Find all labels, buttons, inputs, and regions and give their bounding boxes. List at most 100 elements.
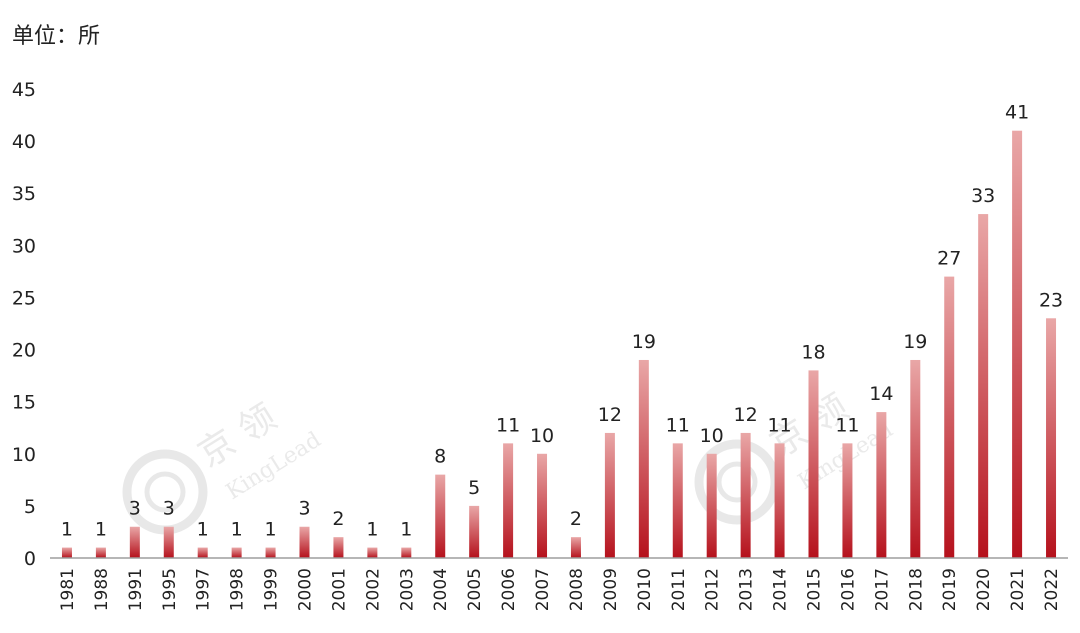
- bar: [876, 412, 887, 558]
- bar: [774, 443, 785, 558]
- bar: [503, 443, 514, 558]
- y-tick-label: 40: [12, 131, 36, 153]
- x-tick-label: 2012: [703, 568, 723, 611]
- data-label: 11: [496, 414, 520, 436]
- x-tick-label: 2021: [1008, 568, 1028, 611]
- x-tick-label: 1999: [262, 568, 282, 611]
- x-tick-label: 1998: [228, 568, 248, 611]
- bars: [61, 130, 1057, 559]
- x-axis: 1981 1988 1991 1995 1997 1998 1999 2000 2001 2002…: [58, 568, 1062, 611]
- watermark-left: 京 领 KingLead: [122, 397, 326, 535]
- x-tick-label: 2005: [465, 568, 485, 611]
- x-tick-label: 2009: [601, 568, 621, 611]
- bar: [163, 526, 174, 558]
- data-label: 1: [231, 519, 243, 541]
- bar: [1046, 318, 1057, 558]
- data-label: 11: [835, 414, 859, 436]
- bar: [604, 432, 615, 558]
- y-tick-label: 10: [12, 444, 36, 466]
- bar: [638, 359, 649, 558]
- y-tick-label: 20: [12, 340, 36, 362]
- bar: [672, 443, 683, 558]
- bar: [469, 505, 480, 558]
- y-tick-label: 45: [12, 79, 36, 101]
- data-label: 1: [400, 519, 412, 541]
- bar: [808, 370, 819, 558]
- y-tick-label: 15: [12, 392, 36, 414]
- bar: [740, 432, 751, 558]
- data-label: 41: [1005, 102, 1029, 124]
- data-label: 2: [332, 508, 344, 530]
- x-tick-label: 2019: [940, 568, 960, 611]
- bar: [333, 537, 344, 558]
- x-tick-label: 1991: [126, 568, 146, 611]
- x-tick-label: 2016: [838, 568, 858, 611]
- x-tick-label: 2008: [567, 568, 587, 611]
- x-tick-label: 2002: [363, 568, 383, 611]
- data-label: 14: [869, 383, 893, 405]
- bar: [197, 547, 208, 558]
- y-tick-label: 5: [24, 496, 36, 518]
- x-tick-label: 2011: [669, 568, 689, 611]
- watermark-right: 京 领 KingLead: [694, 387, 898, 525]
- bar: [231, 547, 242, 558]
- data-label: 5: [468, 477, 480, 499]
- y-axis: 0 5 10 15 20 25 30 35 40 45: [12, 79, 36, 570]
- bar: [944, 276, 955, 558]
- bar: [435, 474, 446, 558]
- data-label: 27: [937, 248, 961, 270]
- x-tick-label: 1988: [92, 568, 112, 611]
- data-label: 1: [197, 519, 209, 541]
- x-tick-label: 2014: [771, 568, 791, 611]
- data-label: 1: [265, 519, 277, 541]
- bar: [842, 443, 853, 558]
- x-tick-label: 2004: [431, 568, 451, 611]
- bar: [706, 453, 717, 558]
- data-label: 18: [801, 341, 825, 363]
- x-tick-label: 2017: [872, 568, 892, 611]
- data-label: 12: [734, 404, 758, 426]
- bar: [367, 547, 378, 558]
- bar: [61, 547, 72, 558]
- x-tick-label: 2006: [499, 568, 519, 611]
- data-label: 12: [598, 404, 622, 426]
- data-label: 23: [1039, 289, 1063, 311]
- x-tick-label: 2003: [397, 568, 417, 611]
- data-label: 10: [530, 425, 554, 447]
- data-label: 19: [632, 331, 656, 353]
- unit-label: 单位：所: [12, 24, 101, 49]
- bar: [95, 547, 106, 558]
- y-tick-label: 0: [24, 548, 36, 570]
- bar: [1012, 130, 1023, 558]
- data-label: 3: [129, 498, 141, 520]
- bar: [299, 526, 310, 558]
- bar: [978, 214, 989, 559]
- data-label: 11: [666, 414, 690, 436]
- x-tick-label: 2010: [635, 568, 655, 611]
- data-label: 8: [434, 446, 446, 468]
- data-label: 19: [903, 331, 927, 353]
- x-tick-label: 2001: [329, 568, 349, 611]
- bar: [401, 547, 412, 558]
- data-label: 3: [163, 498, 175, 520]
- bar: [570, 537, 581, 558]
- x-tick-label: 2000: [296, 568, 316, 611]
- x-tick-label: 1995: [160, 568, 180, 611]
- data-label: 11: [767, 414, 791, 436]
- data-label: 1: [61, 519, 73, 541]
- bar: [910, 359, 921, 558]
- x-tick-label: 2018: [906, 568, 926, 611]
- y-tick-label: 25: [12, 287, 36, 309]
- x-tick-label: 2022: [1042, 568, 1062, 611]
- data-label: 3: [298, 498, 310, 520]
- x-tick-label: 2013: [737, 568, 757, 611]
- data-label: 2: [570, 508, 582, 530]
- x-tick-label: 1981: [58, 568, 78, 611]
- bar: [129, 526, 140, 558]
- x-tick-label: 2015: [805, 568, 825, 611]
- data-label: 33: [971, 185, 995, 207]
- data-label: 1: [95, 519, 107, 541]
- data-label: 1: [366, 519, 378, 541]
